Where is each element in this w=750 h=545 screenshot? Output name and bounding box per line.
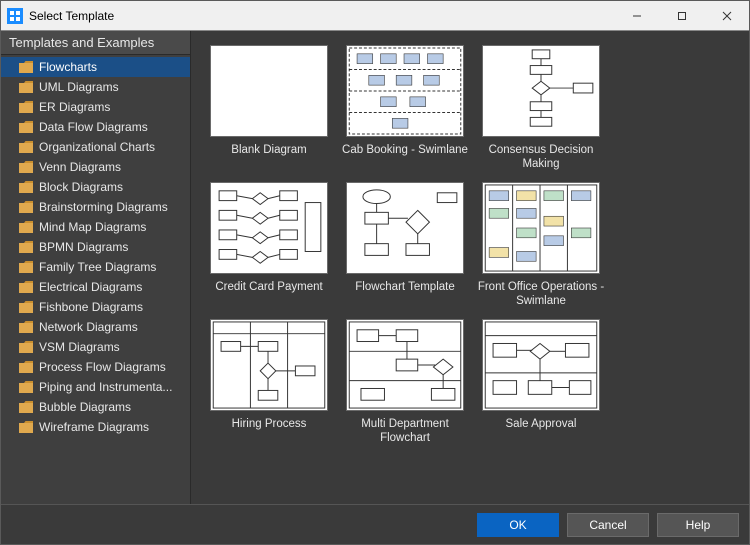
category-item[interactable]: Flowcharts — [1, 57, 190, 77]
template-item[interactable]: Multi Department Flowchart — [341, 319, 469, 446]
category-item[interactable]: Bubble Diagrams — [1, 397, 190, 417]
category-label: ER Diagrams — [39, 100, 110, 114]
category-item[interactable]: Piping and Instrumenta... — [1, 377, 190, 397]
category-label: Family Tree Diagrams — [39, 260, 156, 274]
template-label: Flowchart Template — [355, 280, 455, 308]
template-thumbnail — [346, 319, 464, 411]
category-item[interactable]: BPMN Diagrams — [1, 237, 190, 257]
template-label: Credit Card Payment — [215, 280, 322, 308]
template-label: Multi Department Flowchart — [341, 417, 469, 446]
template-label: Cab Booking - Swimlane — [342, 143, 468, 171]
template-item[interactable]: Sale Approval — [477, 319, 605, 446]
sidebar-header: Templates and Examples — [1, 31, 190, 55]
category-label: Piping and Instrumenta... — [39, 380, 172, 394]
category-label: Brainstorming Diagrams — [39, 200, 168, 214]
category-label: Mind Map Diagrams — [39, 220, 146, 234]
category-tree: Flowcharts UML Diagrams ER Diagrams Data Fl… — [1, 55, 190, 504]
category-item[interactable]: ER Diagrams — [1, 97, 190, 117]
dialog-footer: OK Cancel Help — [1, 504, 749, 544]
template-item[interactable]: Blank Diagram — [205, 45, 333, 172]
category-label: Venn Diagrams — [39, 160, 121, 174]
category-item[interactable]: Process Flow Diagrams — [1, 357, 190, 377]
titlebar: Select Template — [1, 1, 749, 31]
template-item[interactable]: Cab Booking - Swimlane — [341, 45, 469, 172]
category-item[interactable]: Family Tree Diagrams — [1, 257, 190, 277]
minimize-button[interactable] — [614, 1, 659, 31]
category-label: Data Flow Diagrams — [39, 120, 148, 134]
category-item[interactable]: Mind Map Diagrams — [1, 217, 190, 237]
category-item[interactable]: Electrical Diagrams — [1, 277, 190, 297]
template-label: Consensus Decision Making — [477, 143, 605, 172]
category-item[interactable]: Venn Diagrams — [1, 157, 190, 177]
category-item[interactable]: Organizational Charts — [1, 137, 190, 157]
template-label: Sale Approval — [506, 417, 577, 445]
template-label: Blank Diagram — [231, 143, 306, 171]
close-button[interactable] — [704, 1, 749, 31]
category-label: Fishbone Diagrams — [39, 300, 143, 314]
category-label: Wireframe Diagrams — [39, 420, 149, 434]
help-button[interactable]: Help — [657, 513, 739, 537]
template-label: Hiring Process — [232, 417, 307, 445]
template-item[interactable]: Hiring Process — [205, 319, 333, 446]
template-thumbnail — [210, 45, 328, 137]
category-item[interactable]: UML Diagrams — [1, 77, 190, 97]
category-label: Electrical Diagrams — [39, 280, 142, 294]
template-label: Front Office Operations - Swimlane — [477, 280, 605, 309]
category-item[interactable]: Data Flow Diagrams — [1, 117, 190, 137]
category-item[interactable]: Brainstorming Diagrams — [1, 197, 190, 217]
template-thumbnail — [482, 182, 600, 274]
ok-button[interactable]: OK — [477, 513, 559, 537]
template-thumbnail — [346, 45, 464, 137]
select-template-dialog: Select Template Templates and Examples F… — [0, 0, 750, 545]
template-thumbnail — [346, 182, 464, 274]
template-item[interactable]: Consensus Decision Making — [477, 45, 605, 172]
category-label: UML Diagrams — [39, 80, 119, 94]
template-thumbnail — [482, 45, 600, 137]
category-label: Bubble Diagrams — [39, 400, 131, 414]
template-gallery: Blank Diagram Cab Booking - Swimlane Cons… — [191, 31, 749, 504]
template-thumbnail — [482, 319, 600, 411]
category-item[interactable]: Network Diagrams — [1, 317, 190, 337]
dialog-body: Templates and Examples Flowcharts UML Dia… — [1, 31, 749, 504]
category-item[interactable]: Wireframe Diagrams — [1, 417, 190, 437]
template-item[interactable]: Front Office Operations - Swimlane — [477, 182, 605, 309]
template-item[interactable]: Flowchart Template — [341, 182, 469, 309]
category-label: BPMN Diagrams — [39, 240, 128, 254]
template-thumbnail — [210, 319, 328, 411]
template-item[interactable]: Credit Card Payment — [205, 182, 333, 309]
maximize-button[interactable] — [659, 1, 704, 31]
category-label: Network Diagrams — [39, 320, 138, 334]
category-item[interactable]: Fishbone Diagrams — [1, 297, 190, 317]
cancel-button[interactable]: Cancel — [567, 513, 649, 537]
category-item[interactable]: VSM Diagrams — [1, 337, 190, 357]
window-title: Select Template — [29, 9, 114, 23]
template-thumbnail — [210, 182, 328, 274]
app-icon — [7, 8, 23, 24]
sidebar: Templates and Examples Flowcharts UML Dia… — [1, 31, 191, 504]
category-label: Organizational Charts — [39, 140, 155, 154]
category-label: VSM Diagrams — [39, 340, 120, 354]
category-item[interactable]: Block Diagrams — [1, 177, 190, 197]
category-label: Flowcharts — [39, 60, 97, 74]
category-label: Block Diagrams — [39, 180, 123, 194]
category-label: Process Flow Diagrams — [39, 360, 166, 374]
